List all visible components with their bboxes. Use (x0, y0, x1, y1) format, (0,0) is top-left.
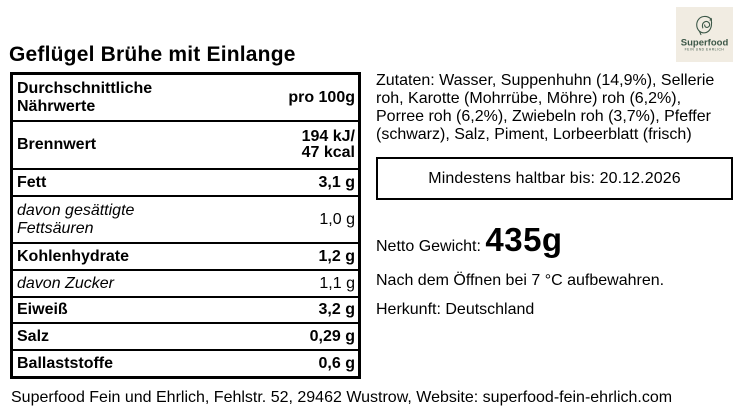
svg-text:Superfood: Superfood (681, 37, 729, 48)
svg-text:FEIN UND EHRLICH: FEIN UND EHRLICH (685, 48, 725, 52)
